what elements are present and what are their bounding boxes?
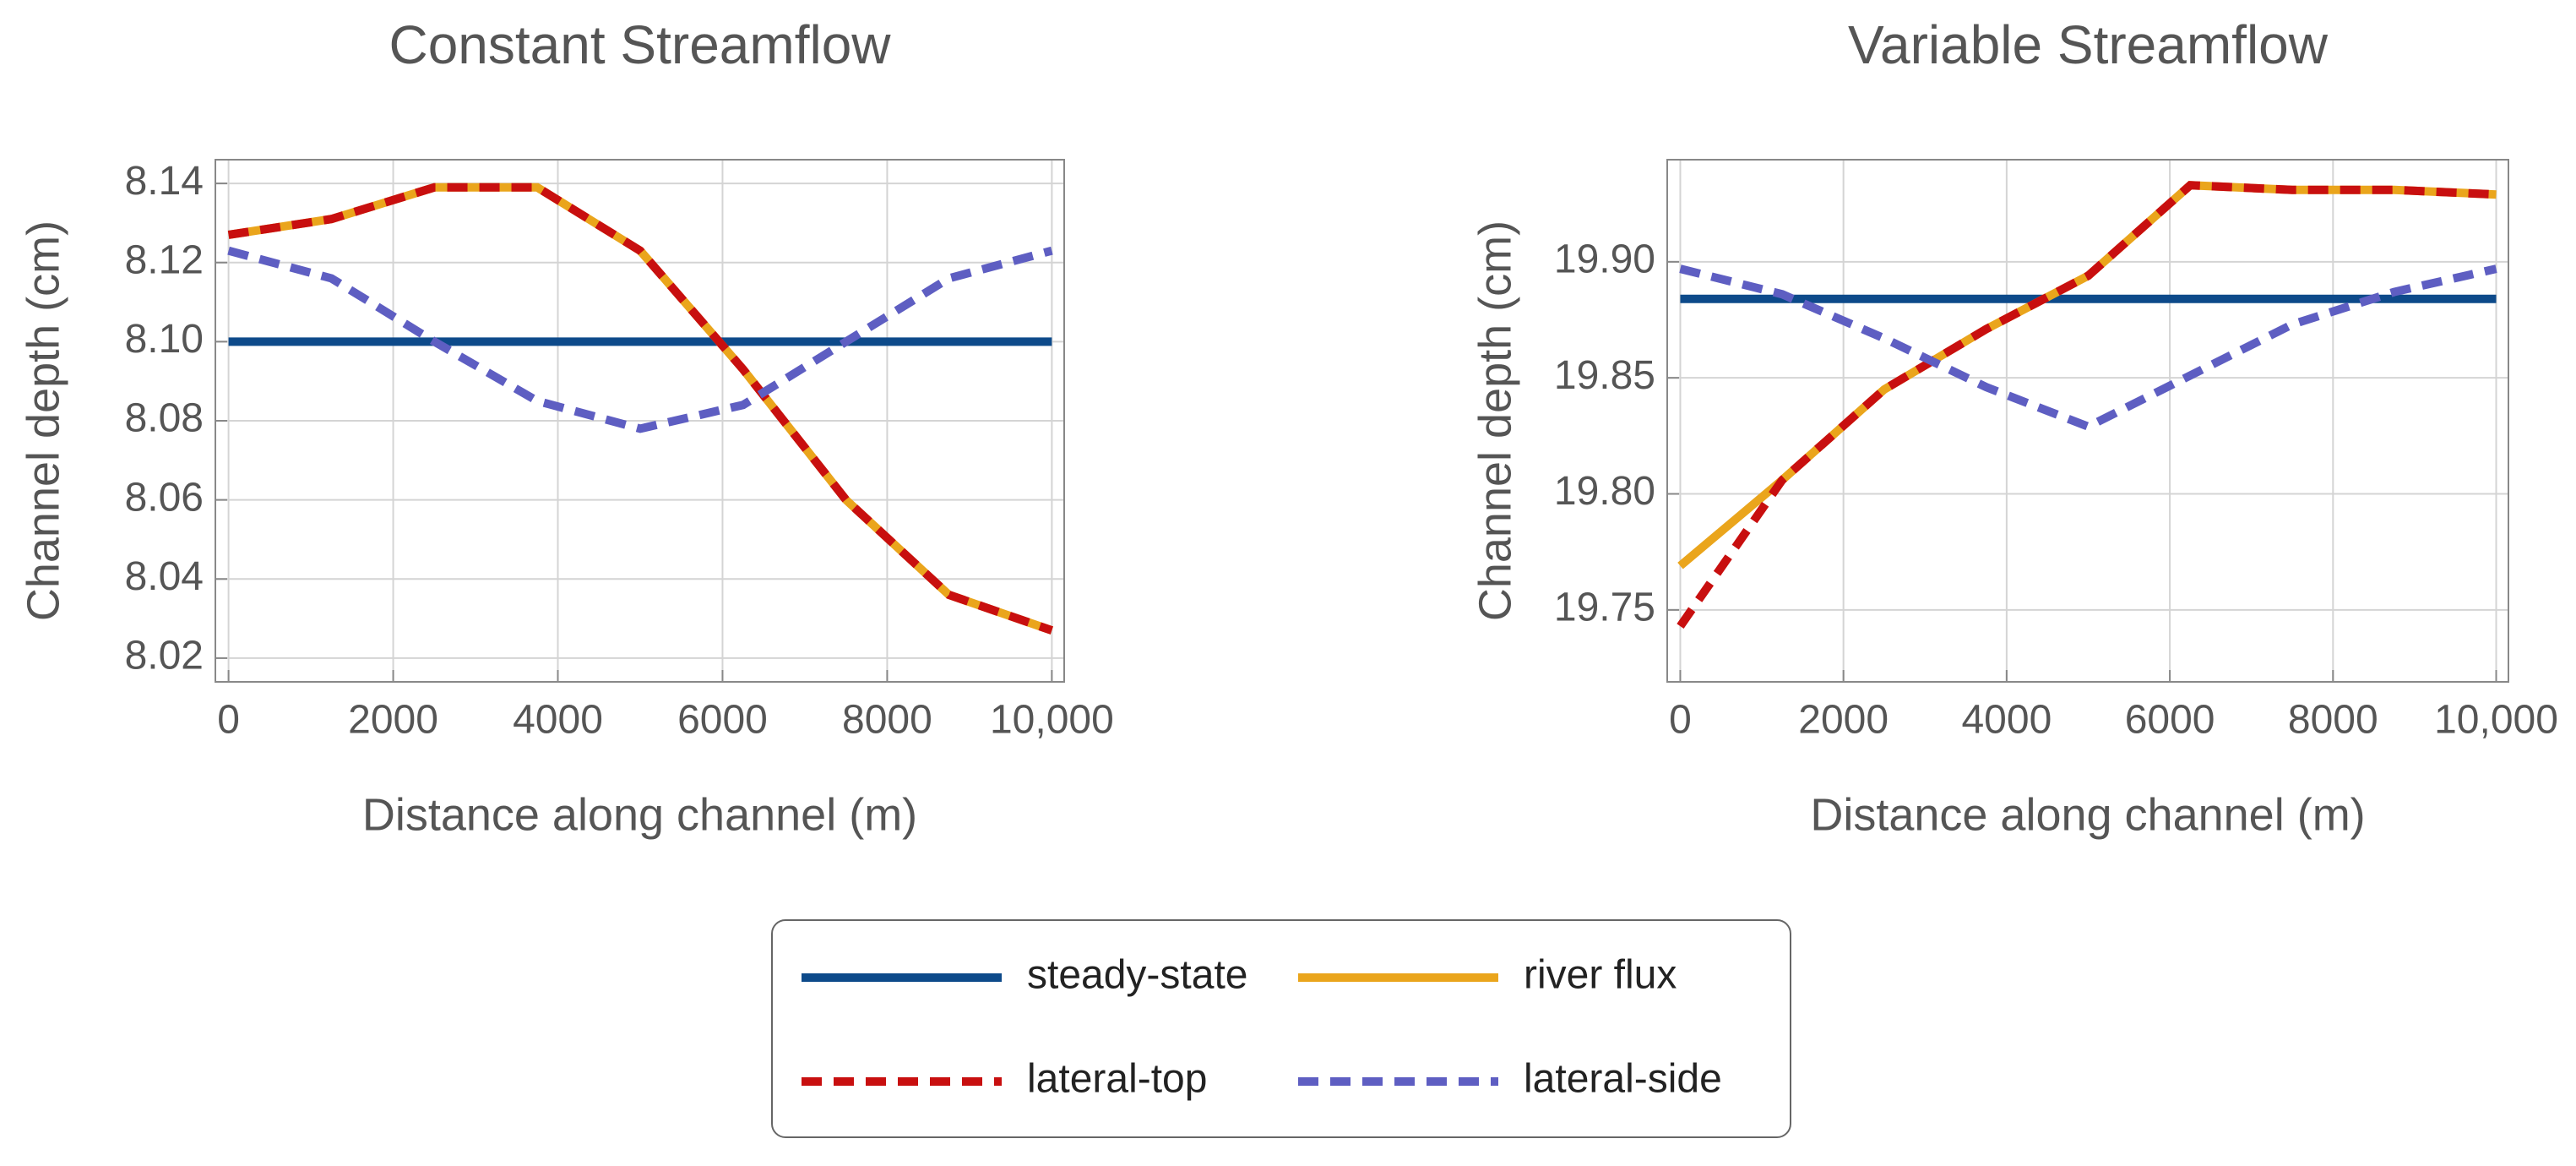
y-tick-label: 19.80 [1554, 469, 1655, 514]
series-line [1679, 264, 2497, 432]
legend-label: steady-state [1027, 953, 1247, 998]
x-axis-label: Distance along channel (m) [1810, 789, 2365, 840]
y-tick-label: 8.08 [125, 396, 204, 441]
y-tick-label: 8.06 [125, 475, 204, 520]
y-tick-label: 8.10 [125, 317, 204, 362]
y-tick-label: 8.04 [125, 554, 204, 599]
series-line [227, 183, 1054, 635]
series-line [1677, 181, 2497, 629]
y-axis-label: Channel depth (cm) [1470, 221, 1520, 621]
chart-title: Variable Streamflow [1848, 14, 2329, 75]
legend-box [771, 919, 1791, 1138]
x-tick-label: 8000 [2288, 698, 2378, 743]
x-tick-label: 0 [217, 698, 240, 743]
series-line [227, 183, 1054, 635]
y-tick-label: 19.85 [1554, 353, 1655, 398]
x-tick-label: 0 [1669, 698, 1692, 743]
chart-title: Constant Streamflow [389, 14, 891, 75]
x-tick-label: 10,000 [2434, 698, 2558, 743]
y-tick-label: 8.14 [125, 159, 204, 204]
plot-frame [215, 159, 1065, 683]
x-tick-label: 2000 [348, 698, 438, 743]
y-tick-label: 19.90 [1554, 237, 1655, 282]
x-tick-label: 10,000 [990, 698, 1114, 743]
y-tick-label: 19.75 [1554, 586, 1655, 630]
x-tick-label: 2000 [1798, 698, 1889, 743]
y-tick-label: 8.02 [125, 634, 204, 678]
series-line [227, 246, 1053, 433]
y-tick-label: 8.12 [125, 237, 204, 282]
x-tick-label: 6000 [677, 698, 768, 743]
y-axis-label: Channel depth (cm) [18, 221, 68, 621]
plot-frame [1666, 159, 2509, 683]
x-tick-label: 8000 [842, 698, 932, 743]
series-line [1677, 181, 2497, 569]
legend-label: lateral-side [1524, 1057, 1722, 1102]
x-tick-label: 6000 [2125, 698, 2215, 743]
x-tick-label: 4000 [513, 698, 603, 743]
legend-label: river flux [1524, 953, 1677, 998]
x-axis-label: Distance along channel (m) [362, 789, 917, 840]
x-tick-label: 4000 [1961, 698, 2052, 743]
legend-label: lateral-top [1027, 1057, 1207, 1102]
